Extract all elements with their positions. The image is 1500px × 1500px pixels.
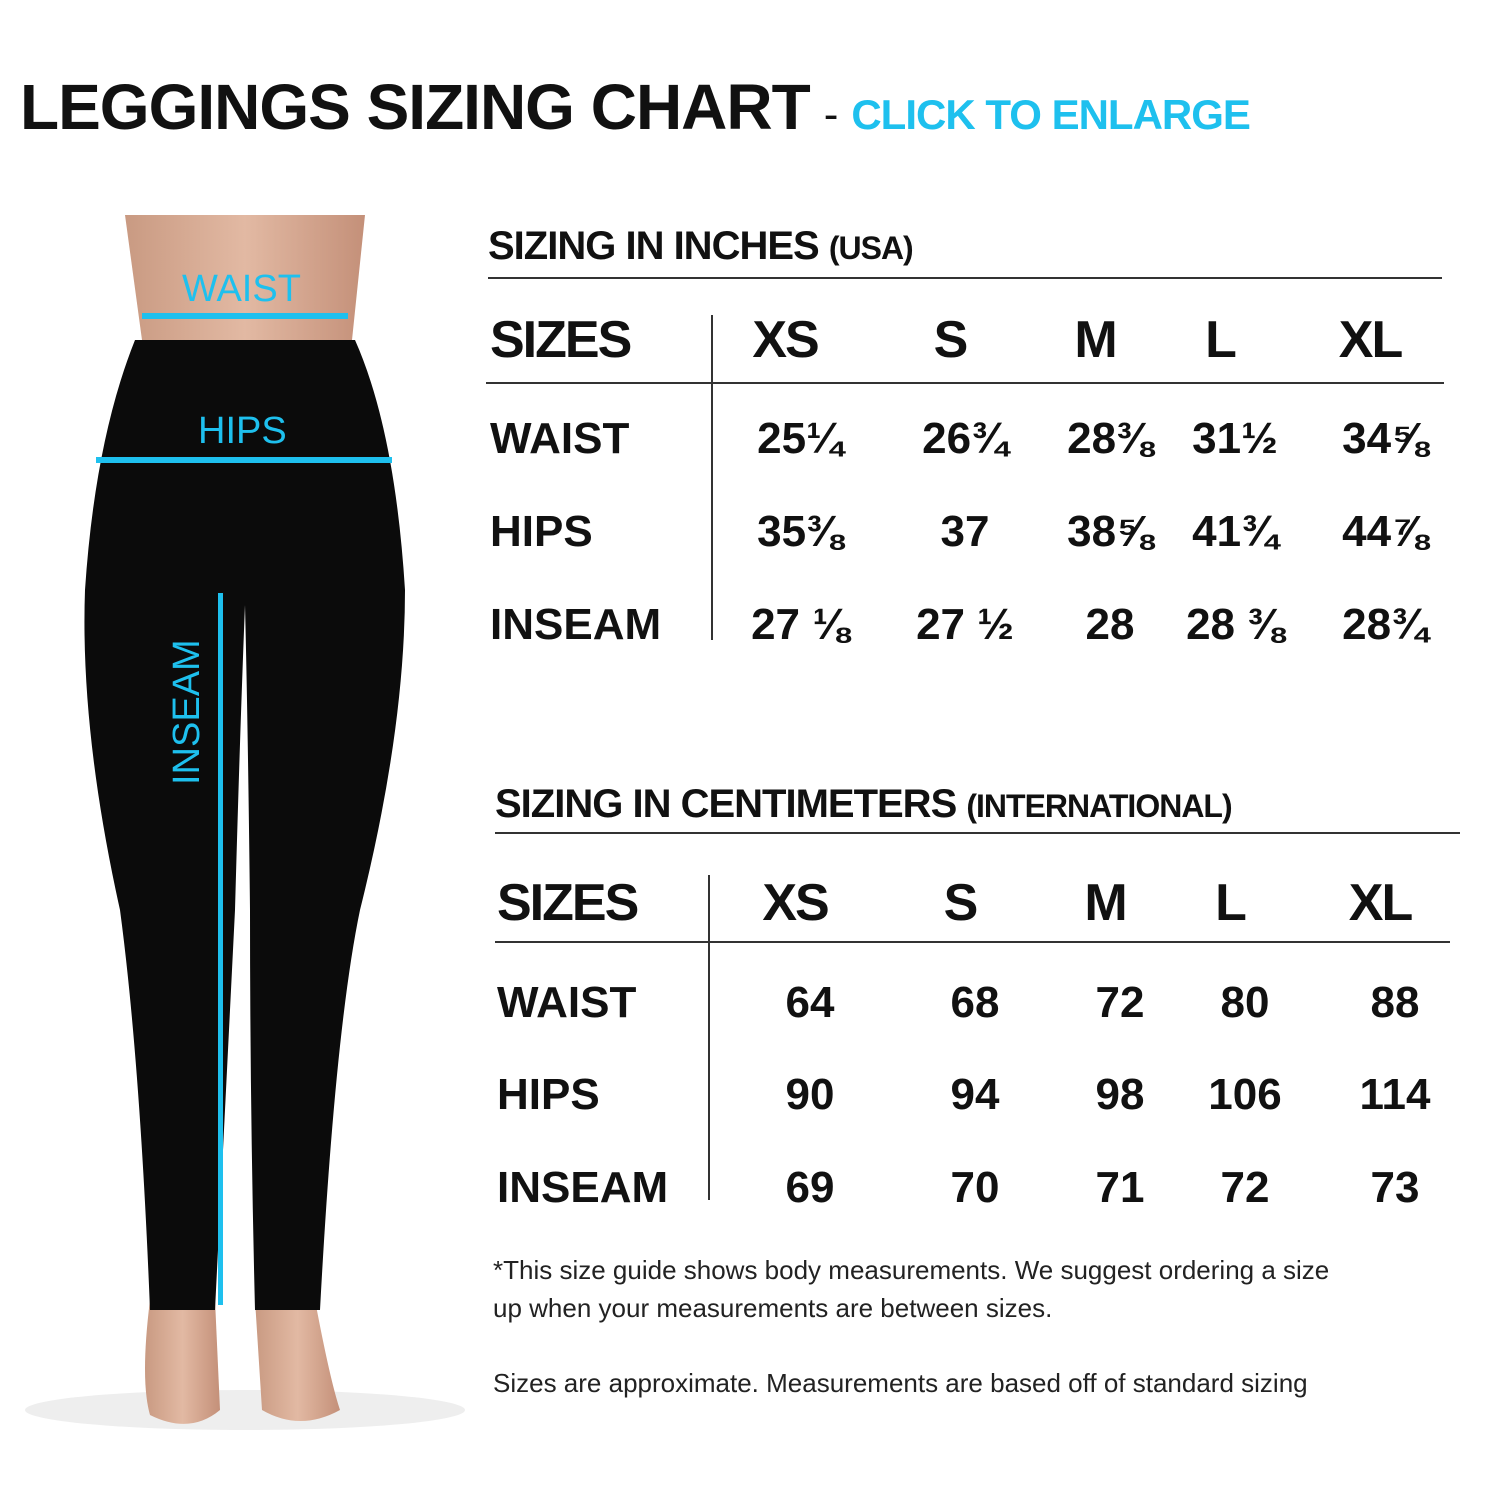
size-header: L [1215,874,1247,932]
size-header: M [1084,874,1127,932]
table-cell: 28⅜ [1067,414,1153,463]
table-cell: 114 [1359,1070,1431,1119]
divider [495,941,1450,943]
cm-subtitle: (INTERNATIONAL) [966,788,1232,824]
row-label: INSEAM [490,600,662,649]
table-cell: 34⅝ [1342,414,1428,463]
size-header: XS [752,311,819,369]
size-header: S [933,311,969,369]
sizes-header: SIZES [497,874,639,932]
inches-section-title: SIZING IN INCHES (USA) [488,224,914,269]
table-cell: 70 [950,1163,1000,1212]
size-header: M [1074,311,1117,369]
click-to-enlarge-link[interactable]: CLICK TO ENLARGE [851,91,1251,138]
table-cell: 26¾ [922,414,1008,463]
sizes-header: SIZES [490,311,632,369]
table-cell: 80 [1220,978,1270,1027]
table-cell: 38⅝ [1067,507,1153,556]
divider [711,315,713,640]
table-cell: 88 [1370,978,1420,1027]
divider [495,832,1460,834]
size-header: XS [762,874,829,932]
page-title: LEGGINGS SIZING CHART - CLICK TO ENLARGE [20,70,1251,144]
divider [488,277,1442,279]
size-header: S [943,874,979,932]
waist-label: WAIST [182,268,301,310]
inseam-label: INSEAM [166,639,208,785]
table-cell: 90 [785,1070,835,1119]
table-cell: 37 [940,507,990,556]
table-cell: 28 ⅜ [1186,600,1284,649]
size-header: L [1205,311,1237,369]
approx-note: Sizes are approximate. Measurements are … [493,1368,1308,1398]
table-cell: 94 [950,1070,1000,1119]
inches-subtitle: (USA) [828,230,914,266]
waist-measure-line [142,313,348,319]
row-label: WAIST [490,414,630,463]
divider [708,875,710,1200]
divider [486,382,1444,384]
title-main: LEGGINGS SIZING CHART [20,71,811,143]
note-line: *This size guide shows body measurements… [493,1255,1330,1285]
row-label: INSEAM [497,1163,669,1212]
table-cell: 41¾ [1192,507,1278,556]
row-label: WAIST [497,978,637,1027]
table-cell: 98 [1095,1070,1145,1119]
cm-title: SIZING IN CENTIMETERS [495,782,957,826]
table-cell: 64 [785,978,835,1027]
table-cell: 44⅞ [1342,507,1428,556]
table-cell: 28¾ [1342,600,1428,649]
row-label: HIPS [490,507,593,556]
table-cell: 35⅜ [757,507,843,556]
table-cell: 28 [1085,600,1135,649]
table-cell: 72 [1220,1163,1270,1212]
table-cell: 27 ⅛ [751,600,849,649]
size-note: *This size guide shows body measurements… [493,1251,1329,1327]
inseam-measure-line [218,593,223,1305]
title-separator: - [823,90,839,139]
table-cell: 31½ [1192,414,1278,463]
size-header: XL [1348,874,1413,932]
table-cell: 25¼ [757,414,843,463]
table-cell: 69 [785,1163,835,1212]
size-header: XL [1338,311,1403,369]
table-cell: 27 ½ [916,600,1014,649]
inches-title: SIZING IN INCHES [488,224,820,268]
note-line: up when your measurements are between si… [493,1293,1053,1323]
cm-section-title: SIZING IN CENTIMETERS (INTERNATIONAL) [495,782,1233,827]
table-cell: 72 [1095,978,1145,1027]
table-cell: 68 [950,978,1000,1027]
hips-measure-line [96,457,392,463]
table-cell: 71 [1095,1163,1145,1212]
row-label: HIPS [497,1070,600,1119]
hips-label: HIPS [198,410,287,452]
leggings-model-figure [25,215,465,1430]
table-cell: 73 [1370,1163,1420,1212]
table-cell: 106 [1208,1070,1282,1119]
